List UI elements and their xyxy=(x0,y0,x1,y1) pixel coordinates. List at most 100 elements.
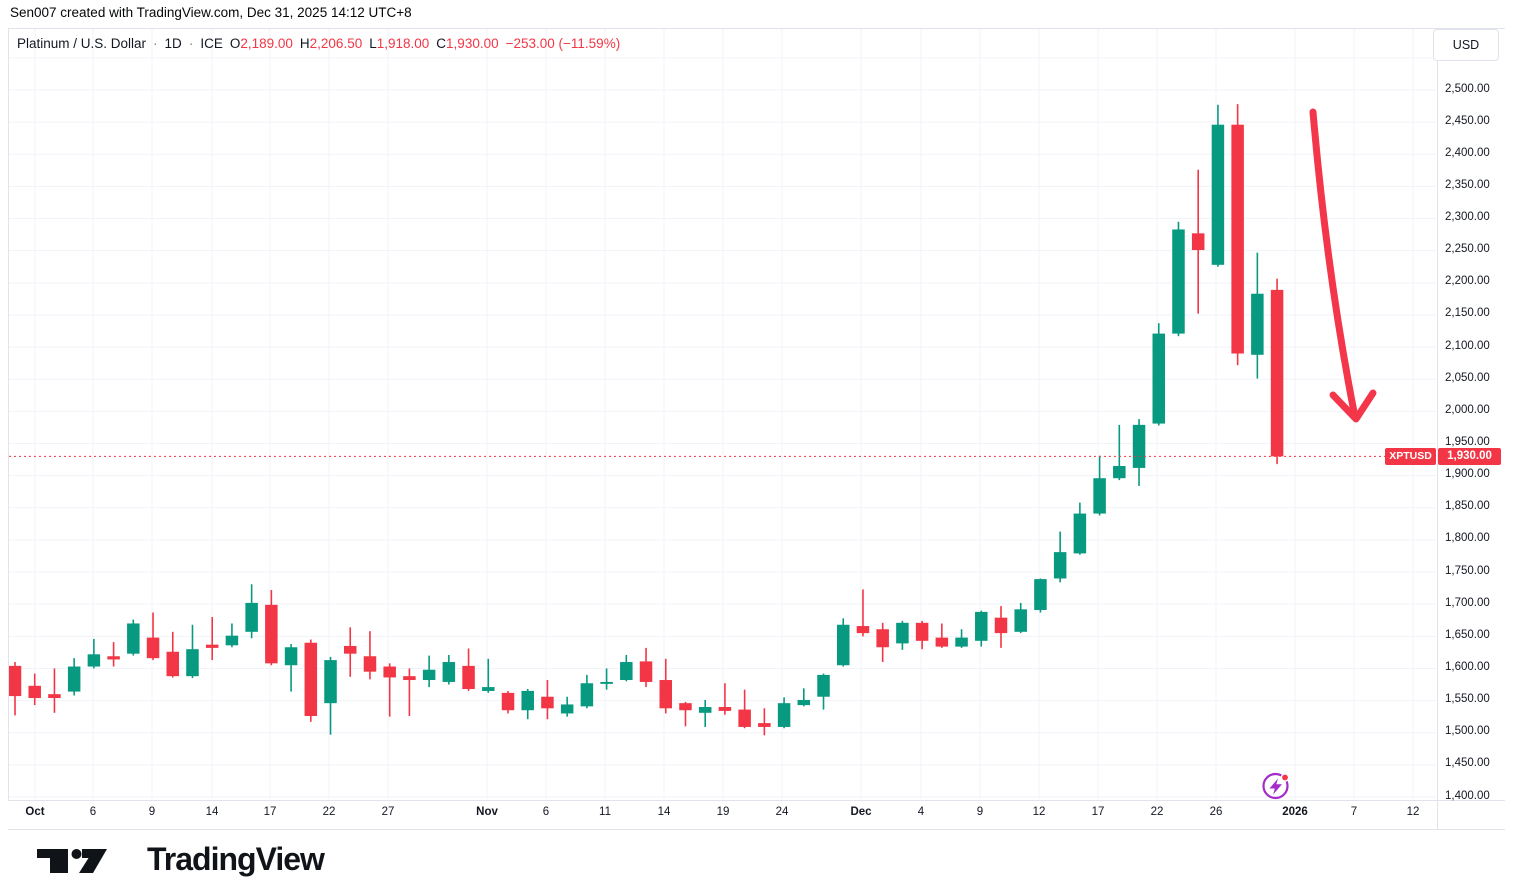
time-axis-label: 27 xyxy=(381,806,395,818)
candle-body xyxy=(620,662,633,681)
time-axis-bottom-border xyxy=(8,829,1505,830)
time-axis-label: 14 xyxy=(205,806,219,818)
time-axis-label: Nov xyxy=(476,806,498,818)
candle-body xyxy=(462,665,475,690)
candle-body xyxy=(560,704,574,714)
candle-body xyxy=(107,656,120,660)
time-axis-label: 6 xyxy=(89,806,97,818)
price-axis-label: 2,050.00 xyxy=(1445,371,1490,384)
candle-body xyxy=(67,666,81,692)
time-axis-separator xyxy=(8,800,1505,801)
candle-body xyxy=(245,602,258,632)
candle-body xyxy=(422,669,436,681)
candle-body xyxy=(856,626,870,634)
candle-body xyxy=(1152,333,1166,424)
lightning-bolt-icon xyxy=(1269,778,1282,795)
candle-body xyxy=(935,637,949,647)
time-axis-label: 22 xyxy=(322,806,336,818)
candle-body xyxy=(265,604,278,664)
candle-body xyxy=(1191,233,1205,251)
time-axis-label: 14 xyxy=(657,806,671,818)
price-axis-label: 1,700.00 xyxy=(1445,596,1490,609)
candle-body xyxy=(659,680,673,709)
ohlc-low: L 1,918.00 xyxy=(369,35,430,51)
time-axis-label: 12 xyxy=(1032,806,1046,818)
candle-body xyxy=(304,642,318,717)
arrow-down-annotation[interactable] xyxy=(1309,108,1377,423)
pane-left-border xyxy=(8,28,9,800)
candle-body xyxy=(146,637,160,659)
candle-body xyxy=(48,694,61,699)
candle-body xyxy=(915,622,929,641)
candle-body xyxy=(8,665,22,697)
time-axis-label: 7 xyxy=(1350,806,1358,818)
candle-body xyxy=(501,692,515,711)
price-axis-label: 1,900.00 xyxy=(1445,468,1490,481)
candle-body xyxy=(1270,289,1284,457)
candle-body xyxy=(1113,465,1126,479)
currency-unit-button[interactable]: USD xyxy=(1433,29,1499,61)
candle-body xyxy=(1211,124,1225,265)
candle-body xyxy=(817,674,830,697)
candle-body xyxy=(87,654,101,667)
candle-body xyxy=(28,685,41,699)
time-axis-label: 24 xyxy=(775,806,789,818)
price-axis-label: 1,800.00 xyxy=(1445,532,1490,545)
tradingview-wordmark[interactable]: TradingView xyxy=(147,841,325,877)
grid xyxy=(9,29,1436,799)
change-readout: −253.00 (−11.59%) xyxy=(505,35,621,51)
candle-body xyxy=(363,656,377,672)
price-axis[interactable]: 2,550.002,500.002,450.002,400.002,350.00… xyxy=(1438,28,1514,830)
price-axis-label: 1,600.00 xyxy=(1445,660,1490,673)
exchange-label[interactable]: ICE xyxy=(200,35,223,51)
candle-body xyxy=(1034,579,1047,610)
time-axis-label: 2026 xyxy=(1282,806,1308,818)
candle-body xyxy=(975,611,988,641)
time-axis-label: 11 xyxy=(599,806,611,818)
candle-body xyxy=(482,687,495,691)
candle-body xyxy=(521,690,534,711)
time-axis-label: 9 xyxy=(148,806,156,818)
time-axis-label: 9 xyxy=(976,806,984,818)
boost-flash-icon[interactable] xyxy=(1259,769,1293,803)
tradingview-logo-icon[interactable] xyxy=(37,846,125,876)
price-axis-label: 1,950.00 xyxy=(1445,436,1490,448)
candle-body xyxy=(1231,124,1244,354)
ohlc-open: O 2,189.00 xyxy=(229,35,293,51)
last-price-label: 1,930.00 xyxy=(1438,447,1501,465)
candle-body xyxy=(777,703,791,727)
interval-label[interactable]: 1D xyxy=(164,35,182,51)
candles-series xyxy=(8,104,1284,736)
symbol-header[interactable]: Platinum / U.S. Dollar · 1D · ICE O 2,189… xyxy=(17,34,620,52)
candle-body xyxy=(600,681,613,684)
candle-body xyxy=(442,662,456,682)
candle-body xyxy=(166,651,180,677)
price-axis-label: 2,300.00 xyxy=(1445,211,1490,224)
price-axis-label: 2,000.00 xyxy=(1445,403,1490,416)
candle-body xyxy=(758,723,771,727)
price-axis-label: 2,400.00 xyxy=(1445,146,1490,159)
candle-body xyxy=(718,707,732,711)
time-axis[interactable]: Oct 6 9 14 17 22 27 Nov 6 11 14 19 24 Dec 4 9 12 17 22 26 20… xyxy=(8,800,1505,829)
price-axis-label: 2,450.00 xyxy=(1445,114,1490,127)
symbol-price-flag[interactable]: XPTUSD xyxy=(1385,447,1436,465)
price-axis-label: 2,250.00 xyxy=(1445,243,1490,256)
time-axis-label: 12 xyxy=(1406,806,1420,818)
price-axis-label: 1,850.00 xyxy=(1445,500,1490,513)
price-axis-label: 1,400.00 xyxy=(1445,789,1490,802)
symbol-title[interactable]: Platinum / U.S. Dollar xyxy=(17,35,147,51)
separator-dot: · xyxy=(153,35,158,51)
candle-body xyxy=(876,629,889,648)
time-axis-label: 26 xyxy=(1209,806,1223,818)
candle-body xyxy=(324,660,337,704)
price-axis-label: 1,650.00 xyxy=(1445,628,1490,641)
candle-body xyxy=(639,661,653,682)
time-axis-label: 4 xyxy=(917,806,925,818)
candle-body xyxy=(541,696,554,709)
time-axis-label: 22 xyxy=(1150,806,1164,818)
time-axis-label: Oct xyxy=(25,806,45,818)
candle-body xyxy=(797,699,811,706)
price-axis-label: 1,750.00 xyxy=(1445,564,1490,577)
